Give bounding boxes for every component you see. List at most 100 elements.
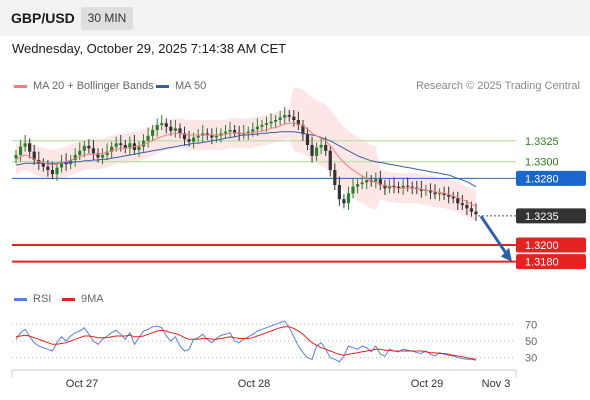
candle-body bbox=[32, 151, 36, 160]
rsi-tick-label: 30 bbox=[525, 353, 537, 365]
level-tag-bg bbox=[516, 254, 586, 270]
candle-body bbox=[456, 198, 460, 204]
candle-body bbox=[314, 147, 319, 156]
level-label: 1.3280 bbox=[525, 173, 559, 185]
candle-body bbox=[296, 120, 300, 125]
x-tick-label: Nov 3 bbox=[482, 378, 511, 390]
candle-body bbox=[305, 134, 310, 145]
candle-body bbox=[392, 185, 396, 187]
candle-body bbox=[410, 186, 414, 188]
level-label: 1.3180 bbox=[525, 257, 559, 269]
candle-body bbox=[187, 139, 191, 142]
candle-body bbox=[269, 121, 273, 124]
candle-body bbox=[110, 146, 114, 152]
ma50-legend-label: MA 50 bbox=[175, 80, 207, 92]
candle-body bbox=[396, 186, 401, 189]
candle-body bbox=[460, 203, 464, 205]
level-label: 1.3200 bbox=[525, 240, 559, 252]
candle-body bbox=[55, 167, 59, 175]
candle-body bbox=[301, 125, 305, 135]
level-label: 1.3325 bbox=[525, 136, 559, 148]
rsi-legend-swatch bbox=[14, 298, 27, 301]
header-bar: GBP/USD 30 MIN bbox=[0, 0, 590, 36]
level-tag-bg bbox=[516, 170, 586, 186]
ma50-legend-swatch bbox=[156, 85, 169, 88]
candle-body bbox=[59, 161, 64, 168]
candle-body bbox=[374, 179, 378, 182]
candle-body bbox=[128, 143, 132, 149]
candle-body bbox=[169, 126, 173, 131]
candle-body bbox=[342, 199, 346, 204]
candle-body bbox=[442, 193, 446, 195]
rsi-ma-line bbox=[15, 326, 477, 360]
credit-label: Research © 2025 Trading Central bbox=[415, 80, 580, 92]
candle-body bbox=[210, 135, 214, 138]
timeframe-button[interactable]: 30 MIN bbox=[81, 7, 133, 30]
candle-body bbox=[346, 193, 351, 204]
candle-body bbox=[333, 170, 337, 185]
candle-body bbox=[465, 205, 469, 209]
candle-body bbox=[242, 133, 246, 135]
level-tag-bg bbox=[516, 208, 586, 224]
candle-body bbox=[406, 185, 410, 187]
candle-body bbox=[87, 145, 91, 149]
candle-body bbox=[328, 150, 332, 170]
candle-body bbox=[114, 143, 118, 147]
candle-body bbox=[228, 130, 232, 132]
candle-body bbox=[214, 135, 218, 138]
candle-body bbox=[46, 166, 50, 170]
candle-body bbox=[146, 135, 150, 141]
x-tick-label: Oct 28 bbox=[238, 378, 270, 390]
candle-body bbox=[437, 193, 442, 195]
level-label: 1.3300 bbox=[525, 157, 559, 169]
candle-body bbox=[96, 153, 100, 158]
ma20-line bbox=[15, 122, 477, 208]
candle-body bbox=[23, 143, 27, 147]
candle-body bbox=[474, 211, 478, 215]
candle-body bbox=[28, 143, 32, 152]
candle-body bbox=[274, 120, 278, 122]
candle-body bbox=[123, 145, 127, 149]
level-label: 1.3235 bbox=[525, 211, 559, 223]
candle-body bbox=[278, 117, 282, 120]
candle-body bbox=[337, 185, 341, 200]
candle-body bbox=[365, 180, 369, 183]
candle-body bbox=[292, 116, 296, 120]
candle-body bbox=[173, 128, 178, 131]
ma20-legend-swatch bbox=[14, 85, 27, 88]
x-tick-label: Oct 29 bbox=[411, 378, 443, 390]
bollinger-bands bbox=[16, 87, 476, 222]
candle-body bbox=[100, 155, 105, 158]
datetime-label: Wednesday, October 29, 2025 7:14:38 AM C… bbox=[12, 41, 287, 56]
level-tag-bg bbox=[516, 237, 586, 253]
candle-body bbox=[419, 189, 423, 191]
candle-body bbox=[246, 131, 250, 134]
candle-body bbox=[14, 155, 18, 159]
symbol-label: GBP/USD bbox=[11, 10, 75, 26]
candle-body bbox=[50, 170, 55, 175]
x-tick-label: Oct 27 bbox=[66, 378, 98, 390]
candle-body bbox=[192, 137, 196, 142]
candle-body bbox=[91, 148, 96, 154]
candle-body bbox=[260, 125, 264, 127]
candle-body bbox=[351, 186, 355, 194]
candle-body bbox=[433, 192, 437, 195]
candle-body bbox=[73, 155, 77, 160]
candle-body bbox=[378, 179, 382, 185]
candle-body bbox=[251, 129, 255, 132]
forecast-arrow-shaft bbox=[479, 215, 509, 256]
rsi-tick-label: 50 bbox=[525, 336, 537, 348]
candle-body bbox=[182, 133, 187, 140]
candle-body bbox=[469, 208, 474, 212]
ma20-legend-label: MA 20 + Bollinger Bands bbox=[33, 80, 154, 92]
candle-body bbox=[324, 145, 328, 151]
candle-body bbox=[137, 146, 141, 150]
candle-body bbox=[383, 185, 387, 189]
candle-body bbox=[205, 133, 209, 135]
candle-body bbox=[151, 130, 155, 136]
candle-body bbox=[119, 143, 123, 145]
rsi-ma-legend-swatch bbox=[62, 298, 75, 301]
candle-body bbox=[310, 145, 314, 156]
candle-body bbox=[264, 123, 269, 125]
